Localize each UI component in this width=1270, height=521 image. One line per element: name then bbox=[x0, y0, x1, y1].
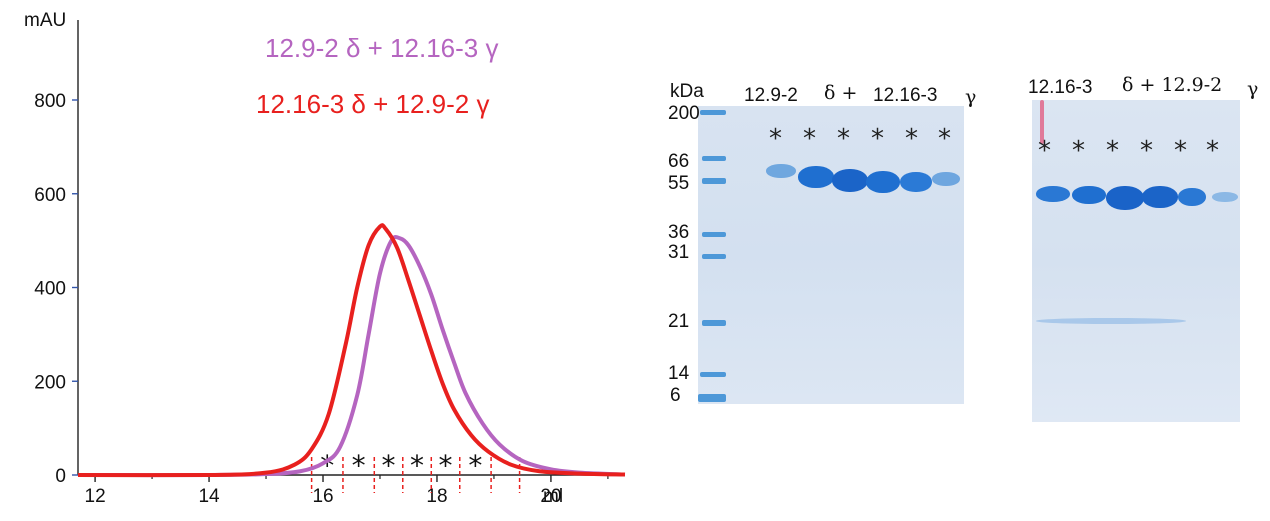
marker-label-200: 200 bbox=[668, 103, 700, 124]
legend-entry-1: 12.9-2 δ + 12.16-3 γ bbox=[265, 33, 498, 63]
gel-left-lane-marker-4: * bbox=[871, 124, 884, 154]
y-tick-label-800: 800 bbox=[34, 91, 66, 112]
gel-right-lane-marker-1: * bbox=[1038, 136, 1051, 166]
gel-left-lane-marker-5: * bbox=[905, 124, 918, 154]
x-tick-label-18: 18 bbox=[426, 486, 447, 507]
fraction-marker-6: * bbox=[468, 449, 482, 482]
marker-label-14: 14 bbox=[668, 363, 690, 384]
series-line-1 bbox=[77, 234, 626, 478]
gel-left-lane-marker-2: * bbox=[803, 124, 816, 154]
chart-labels: mAU ml 12.9-2 δ + 12.16-3 γ 12.16-3 δ + 12.… bbox=[24, 10, 563, 507]
gel-left-title-part-4: γ bbox=[965, 86, 977, 108]
marker-label-36: 36 bbox=[668, 222, 690, 243]
marker-label-66: 66 bbox=[668, 151, 690, 172]
gel-right-lane-marker-2: * bbox=[1072, 136, 1085, 166]
gel-left-lane-marker-6: * bbox=[938, 124, 951, 154]
marker-label-6: 6 bbox=[670, 385, 681, 406]
gel-left-image bbox=[698, 106, 964, 404]
gel-right-lane-marker-4: * bbox=[1140, 136, 1153, 166]
marker-label-21: 21 bbox=[668, 311, 690, 332]
gel-right-lane-marker-3: * bbox=[1106, 136, 1119, 166]
gel-left-lane-marker-3: * bbox=[837, 124, 850, 154]
gel-right-lane-6-band bbox=[1212, 192, 1238, 202]
ladder-band-66 bbox=[702, 156, 726, 161]
marker-label-55: 55 bbox=[668, 173, 690, 194]
gel-right-lane-3-band bbox=[1106, 186, 1144, 210]
gel-right-image bbox=[1032, 100, 1240, 422]
gel-right-title-part-1: 12.16-3 bbox=[1028, 77, 1093, 98]
gel-left-lane-3-band bbox=[832, 169, 868, 192]
ladder-band-6 bbox=[698, 394, 726, 402]
y-tick-label-0: 0 bbox=[55, 466, 66, 487]
x-tick-label-20: 20 bbox=[540, 486, 561, 507]
gel-left-title-part-2: δ + bbox=[824, 82, 858, 104]
ladder-band-21 bbox=[702, 320, 726, 326]
gel-left-lane-marker-1: * bbox=[769, 124, 782, 154]
gel-left-lane-4-band bbox=[866, 171, 900, 193]
marker-label-31: 31 bbox=[668, 242, 690, 263]
gel-right-lane-2-band bbox=[1072, 186, 1106, 204]
gel-left-background bbox=[698, 106, 964, 404]
ladder-band-14 bbox=[700, 372, 726, 377]
chart-series bbox=[77, 223, 626, 478]
gel-right-background bbox=[1032, 100, 1240, 422]
gel-right-lane-marker-5: * bbox=[1174, 136, 1187, 166]
fraction-marker-4: * bbox=[410, 449, 424, 482]
gel-right-lane-4-band bbox=[1142, 186, 1178, 208]
fraction-markers: * * * * * * bbox=[310, 449, 521, 493]
fraction-marker-2: * bbox=[352, 449, 366, 482]
fraction-marker-3: * bbox=[382, 449, 396, 482]
gel-left-lane-5-band bbox=[900, 172, 932, 192]
y-tick-label-400: 400 bbox=[34, 279, 66, 300]
gel-left-title-part-1: 12.9-2 bbox=[744, 85, 798, 106]
gel-right-lane-marker-6: * bbox=[1206, 136, 1219, 166]
gel-right-pink-mark bbox=[1040, 100, 1044, 144]
gel-right-lane-5-band bbox=[1178, 188, 1206, 206]
chart-ticks: 0 200 400 600 800 12 14 16 18 20 bbox=[34, 91, 609, 507]
ladder-band-31 bbox=[702, 254, 726, 259]
y-axis-label: mAU bbox=[24, 10, 66, 31]
legend-entry-2: 12.16-3 δ + 12.9-2 γ bbox=[256, 89, 489, 119]
gel-left-unit-label: kDa bbox=[670, 81, 704, 102]
gel-right-lane-1-band bbox=[1036, 186, 1070, 202]
gel-left-lane-2-band bbox=[798, 166, 834, 188]
ladder-band-36 bbox=[702, 232, 726, 237]
gel-left-lane-1-band bbox=[766, 164, 796, 178]
fraction-marker-5: * bbox=[439, 449, 453, 482]
x-tick-label-12: 12 bbox=[85, 486, 106, 507]
gel-right-low-band bbox=[1036, 318, 1186, 324]
x-tick-label-14: 14 bbox=[198, 486, 220, 507]
gel-right-title-part-3: γ bbox=[1247, 78, 1259, 100]
gel-left-title-part-3: 12.16-3 bbox=[873, 85, 938, 106]
series-line-2 bbox=[77, 223, 626, 478]
x-axis-label: ml bbox=[543, 486, 563, 507]
ladder-band-200 bbox=[700, 110, 726, 115]
gel-right-title-part-2: δ + 12.9-2 bbox=[1122, 74, 1223, 96]
y-tick-label-600: 600 bbox=[34, 185, 66, 206]
y-tick-label-200: 200 bbox=[34, 372, 66, 393]
ladder-band-55 bbox=[702, 178, 726, 184]
x-tick-label-16: 16 bbox=[312, 486, 333, 507]
gel-left-lane-6-band bbox=[932, 172, 960, 186]
